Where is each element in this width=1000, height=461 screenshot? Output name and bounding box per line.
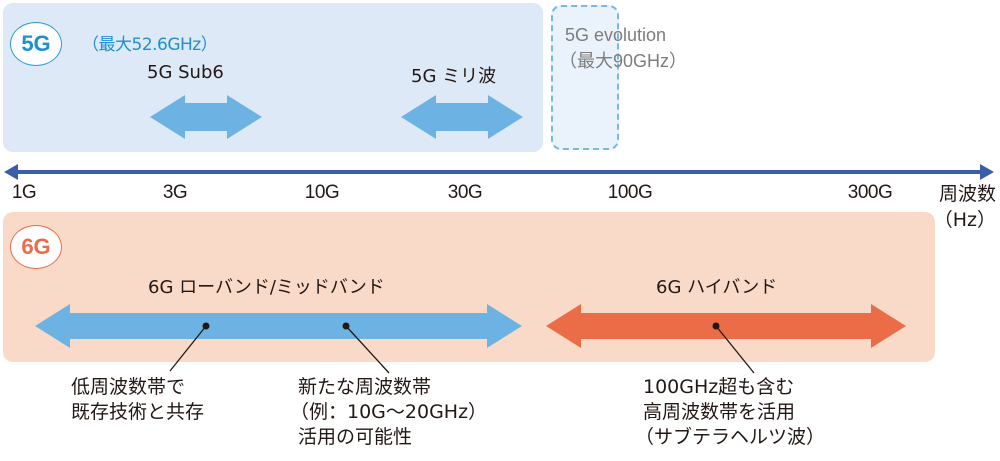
note-mid-band-line2: （例：10G～20GHz） xyxy=(290,401,488,423)
axis-label-unit: （Hz） xyxy=(933,209,996,231)
5g-evolution-title: 5G evolution xyxy=(565,25,667,45)
note-mid-band: 新たな周波数帯 （例：10G～20GHz） 活用の可能性 xyxy=(290,375,487,450)
tick-10g: 10G xyxy=(304,182,340,203)
tick-100g: 100G xyxy=(607,182,653,203)
5g-max-frequency: （最大52.6GHz） xyxy=(82,35,218,55)
tick-1g: 1G xyxy=(11,182,37,203)
tick-300g: 300G xyxy=(847,182,893,203)
5g-sub6-label: 5G Sub6 xyxy=(147,62,224,83)
6g-low-mid-band-label: 6G ローバンド/ミッドバンド xyxy=(148,277,385,298)
5g-evolution-region xyxy=(551,5,619,150)
5g-evolution-max: （最大90GHz） xyxy=(559,51,688,71)
note-low-band-line1: 低周波数帯で xyxy=(71,376,186,398)
6g-high-band-arrow xyxy=(546,304,906,348)
6g-badge: 6G xyxy=(10,225,62,269)
5g-badge: 5G xyxy=(10,22,62,66)
5g-evolution-label: 5G evolution （最大90GHz） xyxy=(559,22,687,74)
note-low-band: 低周波数帯で 既存技術と共存 xyxy=(71,375,204,425)
6g-high-band-label: 6G ハイバンド xyxy=(656,277,778,298)
5g-sub6-arrow xyxy=(150,95,262,139)
note-low-band-line2: 既存技術と共存 xyxy=(71,401,205,423)
note-high-band-line2: 高周波数帯を活用 xyxy=(643,401,796,423)
6g-low-mid-band-arrow xyxy=(35,304,522,348)
note-mid-band-line3: 活用の可能性 xyxy=(298,426,413,448)
axis-left-arrowhead xyxy=(4,164,18,180)
5g-mmwave-arrow xyxy=(401,95,523,139)
note-high-band: 100GHz超も含む 高周波数帯を活用 （サブテラヘルツ波） xyxy=(635,375,825,450)
tick-30g: 30G xyxy=(447,182,483,203)
axis-right-arrowhead xyxy=(980,164,994,180)
axis-label: 周波数 （Hz） xyxy=(934,181,996,233)
leader-line-mid-band xyxy=(342,322,390,374)
5g-mmwave-label: 5G ミリ波 xyxy=(411,66,497,87)
tick-3g: 3G xyxy=(162,182,188,203)
leader-line-low-band xyxy=(169,322,210,372)
note-high-band-line1: 100GHz超も含む xyxy=(643,376,795,398)
note-mid-band-line1: 新たな周波数帯 xyxy=(298,376,432,398)
axis-label-frequency: 周波数 xyxy=(938,183,996,205)
note-high-band-line3: （サブテラヘルツ波） xyxy=(635,426,826,448)
leader-line-high-band xyxy=(712,322,755,374)
